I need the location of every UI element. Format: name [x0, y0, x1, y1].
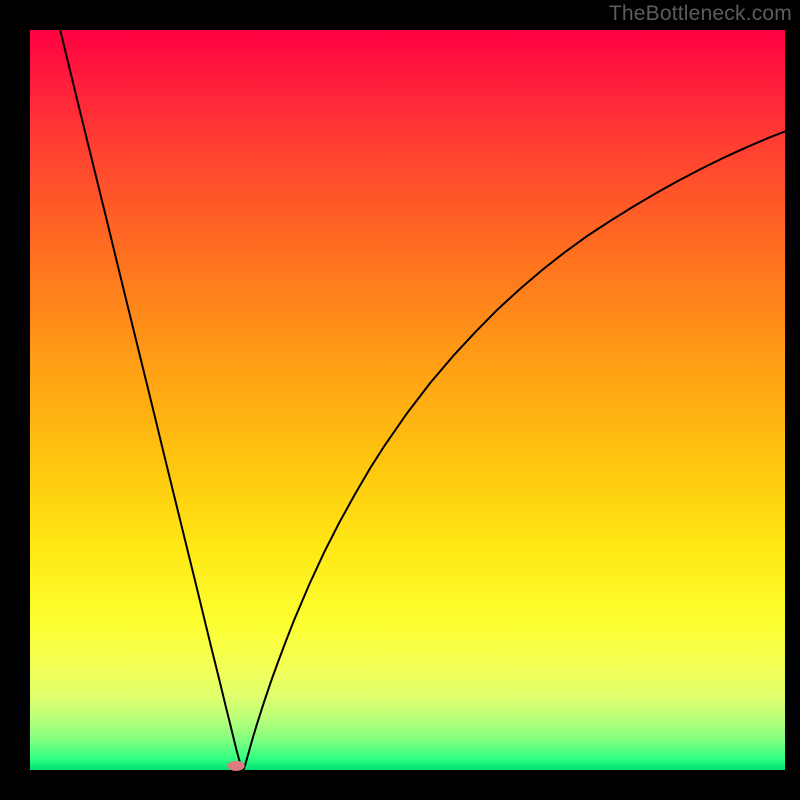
- watermark-text: TheBottleneck.com: [609, 2, 792, 26]
- outer-frame: TheBottleneck.com: [0, 0, 800, 800]
- bottleneck-curve: [60, 30, 785, 770]
- chart-svg: [30, 30, 785, 770]
- minimum-marker: [228, 760, 245, 770]
- plot-area: [30, 30, 785, 770]
